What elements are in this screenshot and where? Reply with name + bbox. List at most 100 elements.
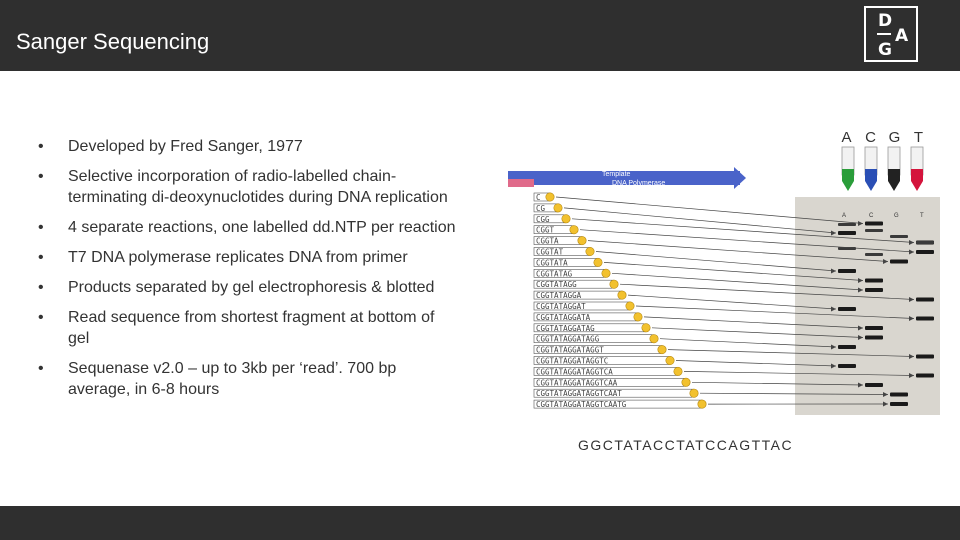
bullet-item: • Selective incorporation of radio-labell… (38, 166, 458, 208)
template-strand (508, 171, 740, 185)
band-arrow (651, 327, 864, 338)
ddntp-label-dot (697, 399, 707, 409)
tube-tip (911, 181, 923, 191)
tube-tip (888, 181, 900, 191)
band-arrow-head (909, 354, 914, 359)
ddntp-label-dot (665, 356, 675, 366)
tube-fill (865, 169, 877, 181)
gel-band (890, 392, 908, 397)
fragment-label: CGGTAT (536, 248, 564, 257)
gel-blot (795, 197, 940, 415)
gel-band (916, 354, 934, 359)
band-arrow (675, 360, 837, 367)
gel-band (865, 326, 883, 330)
bullet-list: • Developed by Fred Sanger, 1977 • Selecti… (38, 136, 458, 409)
gel-band (916, 241, 934, 244)
gel-lane-label: T (920, 213, 924, 219)
band-arrow (643, 316, 864, 329)
dag-logo: D A G (864, 6, 918, 62)
bullet-text: Selective incorporation of radio-labelle… (68, 168, 448, 206)
gel-band (865, 288, 883, 292)
fragment-label: CGGTATAG (536, 269, 573, 278)
band-arrow-head (883, 259, 888, 264)
tube-letter-c: C (865, 129, 877, 146)
fragment-label: CGGTATAGGATAGGTCAAT (536, 389, 622, 398)
band-arrow (603, 262, 864, 281)
tube-fill (888, 169, 900, 181)
bullet-item: • Products separated by gel electrophores… (38, 277, 458, 298)
primer (508, 179, 534, 187)
reaction-tube (887, 146, 901, 191)
fragment-label: CG (536, 204, 546, 213)
bullet-dot: • (38, 360, 44, 377)
gel-band (890, 259, 908, 264)
bullet-text: Read sequence from shortest fragment at … (68, 309, 435, 347)
ddntp-label-dot (633, 312, 643, 322)
tube-tip (842, 181, 854, 191)
gel-band (865, 278, 883, 283)
gel-band (838, 223, 856, 226)
gel-band (865, 253, 883, 256)
gel-band (916, 316, 934, 321)
band-arrow (667, 349, 915, 357)
fragment-label: CGGTATAGGA (536, 291, 582, 300)
ddntp-label-dot (545, 192, 555, 202)
band-arrow (683, 371, 915, 376)
logo-letter-d: D (878, 11, 893, 31)
gel-lane-label: G (894, 213, 899, 219)
fragment-label: CGGTATAGGATAGG (536, 335, 600, 344)
band-arrow-head (883, 392, 888, 397)
gel-band (865, 335, 883, 340)
gel-band (916, 297, 934, 302)
ddntp-label-dot (601, 268, 611, 278)
gel-band (865, 221, 883, 226)
band-arrow-head (858, 287, 863, 293)
template-label: Template (602, 171, 631, 178)
band-arrow-head (909, 249, 914, 255)
band-arrow-head (909, 373, 914, 378)
fragment-label: CGG (536, 215, 550, 224)
ddntp-label-dot (553, 203, 563, 213)
ddntp-label-dot (649, 334, 659, 344)
band-arrow (619, 283, 915, 300)
band-arrow (659, 338, 837, 348)
gel-band (865, 383, 883, 387)
bullet-text: 4 separate reactions, one labelled dd.NT… (68, 219, 456, 236)
ddntp-label-dot (585, 247, 595, 257)
bullet-text: Sequenase v2.0 – up to 3kb per ‘read’. 7… (68, 360, 397, 398)
ddntp-label-dot (561, 214, 571, 224)
band-arrow (579, 229, 915, 253)
tube-fill (842, 169, 854, 181)
gel-lane-label: A (842, 213, 846, 219)
gel-band (890, 402, 908, 406)
logo-bar (877, 33, 891, 35)
band-arrow (587, 240, 889, 262)
slide-title: Sanger Sequencing (16, 29, 210, 54)
reaction-tube (910, 146, 924, 191)
band-arrow (691, 381, 864, 386)
reaction-tube (841, 146, 855, 191)
gel-band (890, 235, 908, 238)
band-arrow-head (831, 363, 836, 369)
bullet-text: Developed by Fred Sanger, 1977 (68, 138, 303, 155)
band-arrow-head (831, 344, 836, 350)
ddntp-label-dot (625, 301, 635, 311)
band-arrow-head (831, 306, 836, 312)
band-arrow-head (831, 268, 836, 274)
bullet-dot: • (38, 309, 44, 326)
bullet-text: T7 DNA polymerase replicates DNA from pr… (68, 249, 408, 266)
ddntp-label-dot (569, 225, 579, 235)
bullet-dot: • (38, 168, 44, 185)
tube-letter-a: A (841, 129, 853, 146)
logo-letter-a: A (895, 26, 909, 46)
gel-band (838, 307, 856, 311)
gel-band (865, 229, 883, 232)
fragment-label: CGGTATAGGATAGGTCAATG (536, 400, 627, 409)
band-arrow-head (883, 401, 888, 407)
band-arrow (635, 305, 915, 319)
ddntp-label-dot (577, 236, 587, 246)
tube-fill (911, 169, 923, 181)
